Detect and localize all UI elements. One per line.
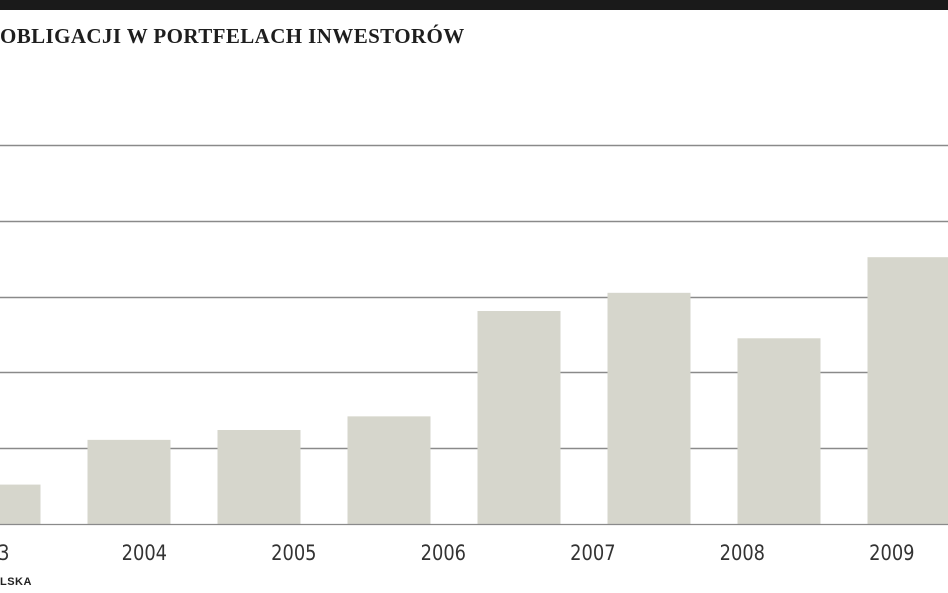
x-tick-label-2007: 2007 xyxy=(570,541,615,566)
x-tick-label-2003: 3 xyxy=(0,541,9,566)
bar-2008 xyxy=(607,292,691,524)
bar-2004 xyxy=(87,439,171,524)
top-bar xyxy=(0,0,948,10)
x-tick-label-2005: 2005 xyxy=(271,541,316,566)
bar-2010 xyxy=(867,257,948,524)
x-tick-labels: 32004200520062007200820092010 xyxy=(0,541,915,566)
x-tick-label-2004: 2004 xyxy=(122,541,167,566)
bar-2003 xyxy=(0,484,41,524)
bars xyxy=(0,257,948,524)
chart-title: OBLIGACJI W PORTFELACH INWESTORÓW xyxy=(0,24,465,48)
bar-2005 xyxy=(217,430,301,524)
bar-2007 xyxy=(477,311,561,524)
x-tick-label-2006: 2006 xyxy=(421,541,466,566)
source-label: LSKA xyxy=(0,576,32,588)
x-tick-label-2009: 2009 xyxy=(869,541,914,566)
bar-2006 xyxy=(347,416,431,524)
x-tick-label-2008: 2008 xyxy=(720,541,765,566)
bar-2009 xyxy=(737,338,821,524)
